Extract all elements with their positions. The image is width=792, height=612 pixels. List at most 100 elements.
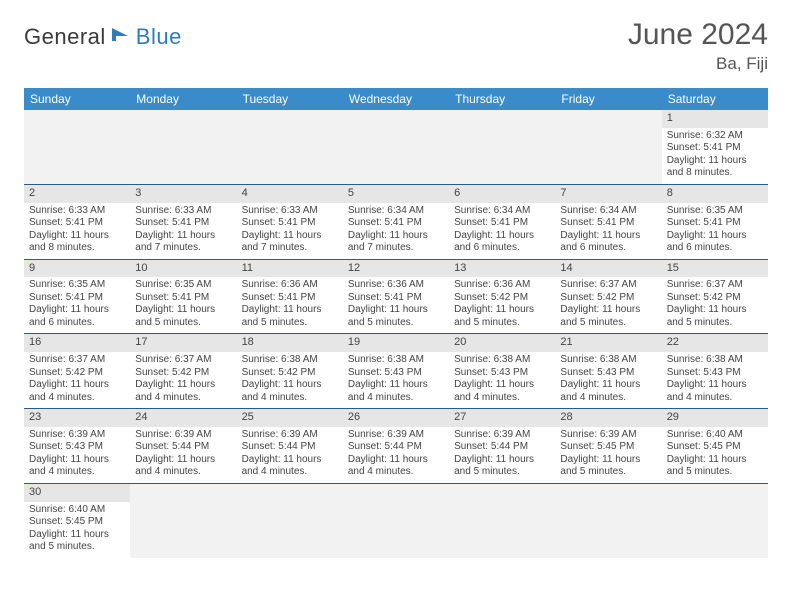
calendar-cell-empty (662, 484, 768, 558)
day-number: 10 (130, 260, 236, 278)
sunset-text: Sunset: 5:41 PM (29, 292, 125, 305)
calendar-day-header: SundayMondayTuesdayWednesdayThursdayFrid… (24, 88, 768, 110)
calendar-cell: 10Sunrise: 6:35 AMSunset: 5:41 PMDayligh… (130, 260, 236, 334)
sunrise-text: Sunrise: 6:34 AM (560, 205, 656, 218)
sunset-text: Sunset: 5:44 PM (454, 441, 550, 454)
daylight-text: Daylight: 11 hours and 4 minutes. (29, 454, 125, 479)
day-info: Sunrise: 6:37 AMSunset: 5:42 PMDaylight:… (130, 352, 236, 408)
calendar-cell: 26Sunrise: 6:39 AMSunset: 5:44 PMDayligh… (343, 409, 449, 483)
calendar-cell-empty (237, 484, 343, 558)
sunset-text: Sunset: 5:41 PM (454, 217, 550, 230)
daylight-text: Daylight: 11 hours and 5 minutes. (348, 304, 444, 329)
day-header-wednesday: Wednesday (343, 88, 449, 110)
calendar-cell: 8Sunrise: 6:35 AMSunset: 5:41 PMDaylight… (662, 185, 768, 259)
sunset-text: Sunset: 5:44 PM (135, 441, 231, 454)
day-info: Sunrise: 6:34 AMSunset: 5:41 PMDaylight:… (449, 203, 555, 259)
day-number: 26 (343, 409, 449, 427)
daylight-text: Daylight: 11 hours and 8 minutes. (29, 230, 125, 255)
day-info: Sunrise: 6:39 AMSunset: 5:44 PMDaylight:… (343, 427, 449, 483)
daylight-text: Daylight: 11 hours and 4 minutes. (242, 454, 338, 479)
calendar-cell-empty (24, 110, 130, 184)
daylight-text: Daylight: 11 hours and 5 minutes. (242, 304, 338, 329)
sunrise-text: Sunrise: 6:36 AM (454, 279, 550, 292)
daylight-text: Daylight: 11 hours and 4 minutes. (242, 379, 338, 404)
daylight-text: Daylight: 11 hours and 5 minutes. (560, 454, 656, 479)
calendar-cell: 6Sunrise: 6:34 AMSunset: 5:41 PMDaylight… (449, 185, 555, 259)
day-header-friday: Friday (555, 88, 661, 110)
calendar-cell-empty (237, 110, 343, 184)
daylight-text: Daylight: 11 hours and 4 minutes. (348, 379, 444, 404)
sunrise-text: Sunrise: 6:40 AM (667, 429, 763, 442)
sunset-text: Sunset: 5:42 PM (667, 292, 763, 305)
day-number: 9 (24, 260, 130, 278)
day-number: 15 (662, 260, 768, 278)
day-number: 11 (237, 260, 343, 278)
calendar-cell-empty (449, 110, 555, 184)
day-number: 16 (24, 334, 130, 352)
title-block: June 2024 Ba, Fiji (628, 18, 768, 74)
day-number: 21 (555, 334, 661, 352)
location-label: Ba, Fiji (628, 54, 768, 74)
day-number: 24 (130, 409, 236, 427)
daylight-text: Daylight: 11 hours and 6 minutes. (29, 304, 125, 329)
day-number: 23 (24, 409, 130, 427)
day-header-saturday: Saturday (662, 88, 768, 110)
day-number: 8 (662, 185, 768, 203)
day-info: Sunrise: 6:35 AMSunset: 5:41 PMDaylight:… (24, 277, 130, 333)
day-info: Sunrise: 6:34 AMSunset: 5:41 PMDaylight:… (343, 203, 449, 259)
daylight-text: Daylight: 11 hours and 4 minutes. (135, 379, 231, 404)
day-info: Sunrise: 6:39 AMSunset: 5:44 PMDaylight:… (130, 427, 236, 483)
day-number: 30 (24, 484, 130, 502)
calendar-cell: 4Sunrise: 6:33 AMSunset: 5:41 PMDaylight… (237, 185, 343, 259)
sunset-text: Sunset: 5:42 PM (560, 292, 656, 305)
calendar-cell: 1Sunrise: 6:32 AMSunset: 5:41 PMDaylight… (662, 110, 768, 184)
page-title: June 2024 (628, 18, 768, 52)
calendar-cell: 3Sunrise: 6:33 AMSunset: 5:41 PMDaylight… (130, 185, 236, 259)
sunset-text: Sunset: 5:43 PM (560, 367, 656, 380)
daylight-text: Daylight: 11 hours and 4 minutes. (454, 379, 550, 404)
sunrise-text: Sunrise: 6:35 AM (29, 279, 125, 292)
calendar-cell: 22Sunrise: 6:38 AMSunset: 5:43 PMDayligh… (662, 334, 768, 408)
day-info: Sunrise: 6:36 AMSunset: 5:41 PMDaylight:… (237, 277, 343, 333)
day-number: 19 (343, 334, 449, 352)
sunrise-text: Sunrise: 6:40 AM (29, 504, 125, 517)
calendar-cell: 7Sunrise: 6:34 AMSunset: 5:41 PMDaylight… (555, 185, 661, 259)
sunrise-text: Sunrise: 6:37 AM (135, 354, 231, 367)
day-info: Sunrise: 6:40 AMSunset: 5:45 PMDaylight:… (662, 427, 768, 483)
sunrise-text: Sunrise: 6:38 AM (348, 354, 444, 367)
calendar-cell: 28Sunrise: 6:39 AMSunset: 5:45 PMDayligh… (555, 409, 661, 483)
day-number: 2 (24, 185, 130, 203)
sunset-text: Sunset: 5:44 PM (242, 441, 338, 454)
daylight-text: Daylight: 11 hours and 4 minutes. (29, 379, 125, 404)
day-header-monday: Monday (130, 88, 236, 110)
day-info: Sunrise: 6:39 AMSunset: 5:44 PMDaylight:… (237, 427, 343, 483)
day-info: Sunrise: 6:35 AMSunset: 5:41 PMDaylight:… (130, 277, 236, 333)
day-header-sunday: Sunday (24, 88, 130, 110)
sunset-text: Sunset: 5:43 PM (454, 367, 550, 380)
sunrise-text: Sunrise: 6:36 AM (242, 279, 338, 292)
daylight-text: Daylight: 11 hours and 6 minutes. (454, 230, 550, 255)
calendar-cell: 30Sunrise: 6:40 AMSunset: 5:45 PMDayligh… (24, 484, 130, 558)
daylight-text: Daylight: 11 hours and 4 minutes. (348, 454, 444, 479)
day-number: 28 (555, 409, 661, 427)
sunset-text: Sunset: 5:42 PM (454, 292, 550, 305)
day-number: 14 (555, 260, 661, 278)
calendar-week: 16Sunrise: 6:37 AMSunset: 5:42 PMDayligh… (24, 334, 768, 409)
day-number: 20 (449, 334, 555, 352)
calendar-cell: 11Sunrise: 6:36 AMSunset: 5:41 PMDayligh… (237, 260, 343, 334)
calendar-week: 2Sunrise: 6:33 AMSunset: 5:41 PMDaylight… (24, 185, 768, 260)
logo-text-dark: General (24, 24, 106, 50)
day-info: Sunrise: 6:40 AMSunset: 5:45 PMDaylight:… (24, 502, 130, 558)
calendar-week: 1Sunrise: 6:32 AMSunset: 5:41 PMDaylight… (24, 110, 768, 185)
sunrise-text: Sunrise: 6:37 AM (667, 279, 763, 292)
daylight-text: Daylight: 11 hours and 5 minutes. (29, 529, 125, 554)
calendar-cell-empty (555, 484, 661, 558)
calendar-cell-empty (343, 484, 449, 558)
sunrise-text: Sunrise: 6:32 AM (667, 130, 763, 143)
sunset-text: Sunset: 5:41 PM (242, 292, 338, 305)
day-number: 27 (449, 409, 555, 427)
calendar-cell: 25Sunrise: 6:39 AMSunset: 5:44 PMDayligh… (237, 409, 343, 483)
sunset-text: Sunset: 5:42 PM (242, 367, 338, 380)
day-info: Sunrise: 6:37 AMSunset: 5:42 PMDaylight:… (24, 352, 130, 408)
day-number: 18 (237, 334, 343, 352)
